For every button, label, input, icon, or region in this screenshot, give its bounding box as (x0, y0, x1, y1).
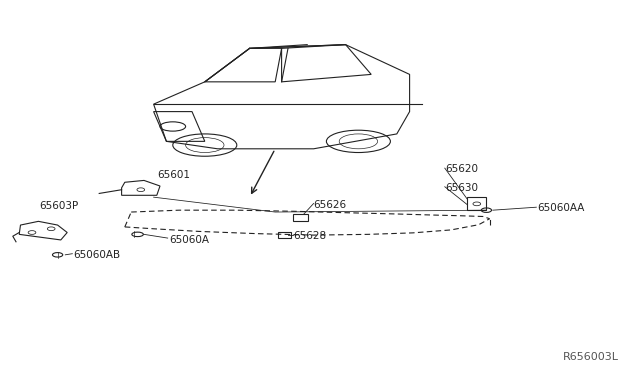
Text: 65060A: 65060A (170, 235, 210, 245)
Text: 65630: 65630 (445, 183, 478, 193)
Text: 65603P: 65603P (40, 202, 79, 211)
Text: 65620: 65620 (445, 164, 478, 174)
Text: 65628: 65628 (293, 231, 326, 241)
Text: 65060AB: 65060AB (74, 250, 121, 260)
Text: 65601: 65601 (157, 170, 190, 180)
Text: 65626: 65626 (314, 200, 347, 209)
Text: 65060AA: 65060AA (538, 203, 585, 213)
Text: R656003L: R656003L (563, 352, 620, 362)
